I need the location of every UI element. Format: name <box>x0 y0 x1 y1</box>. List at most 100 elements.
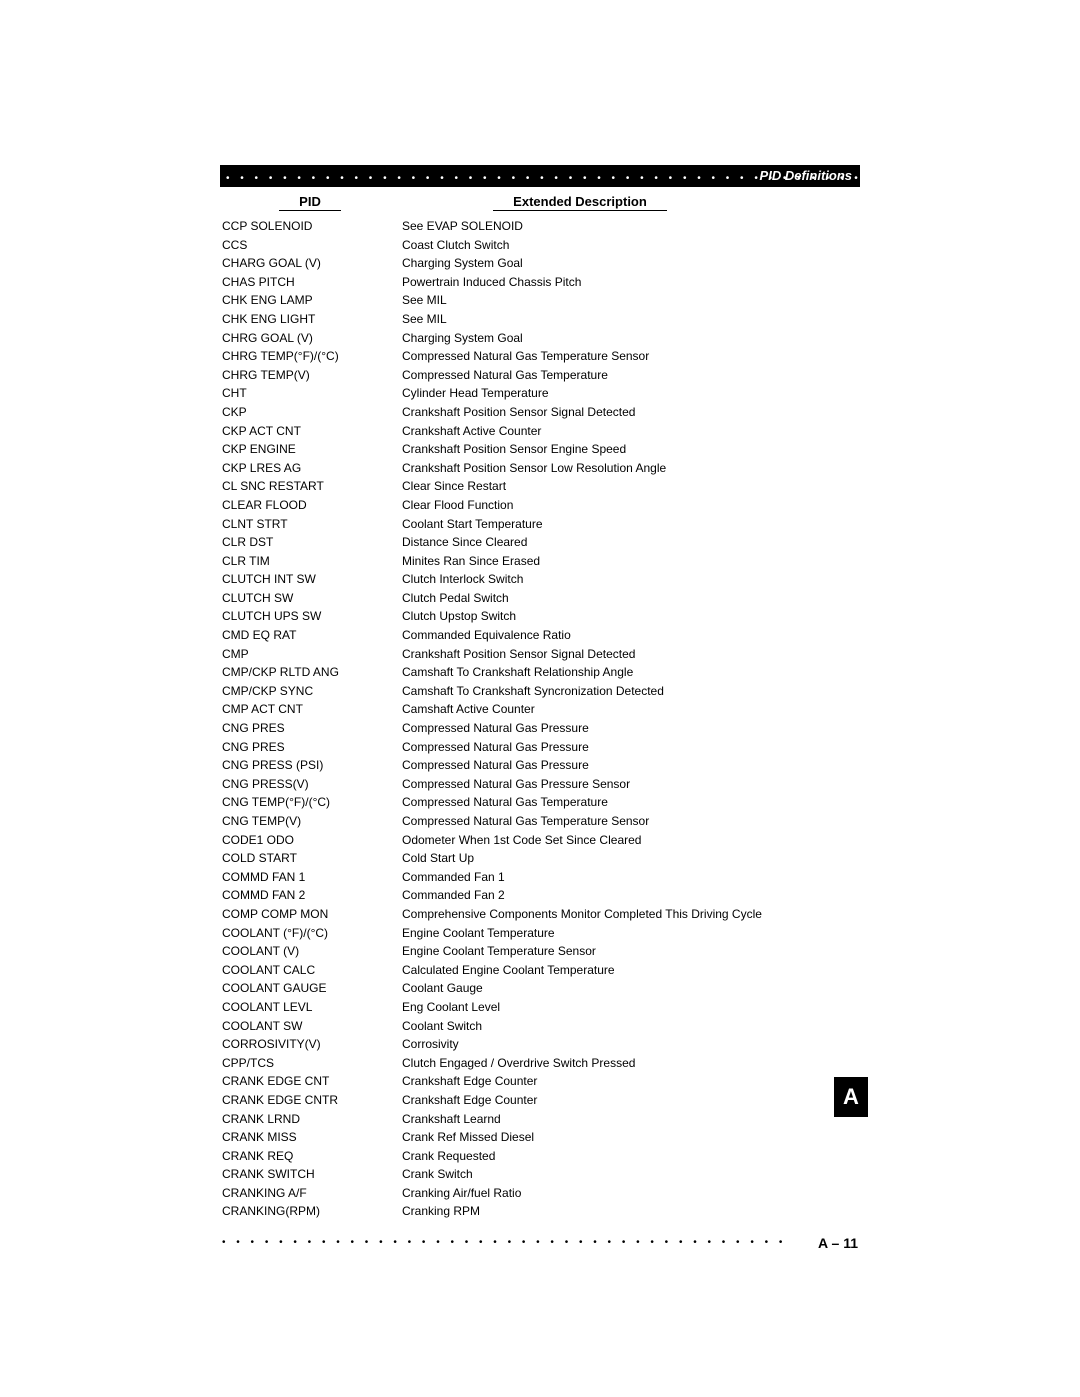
desc-cell: Clear Flood Function <box>400 496 860 515</box>
document-page: • • • • • • • • • • • • • • • • • • • • … <box>220 165 860 1255</box>
pid-cell: CHK ENG LAMP <box>220 291 400 310</box>
desc-cell: Compressed Natural Gas Temperature <box>400 793 860 812</box>
pid-cell: CLEAR FLOOD <box>220 496 400 515</box>
desc-cell: Crank Requested <box>400 1147 860 1166</box>
desc-cell: Camshaft To Crankshaft Relationship Angl… <box>400 663 860 682</box>
table-row: CHRG TEMP(°F)/(°C)Compressed Natural Gas… <box>220 347 860 366</box>
pid-cell: CRANK LRND <box>220 1110 400 1129</box>
pid-cell: CKP LRES AG <box>220 459 400 478</box>
desc-cell: Compressed Natural Gas Pressure <box>400 719 860 738</box>
table-row: CRANKING(RPM)Cranking RPM <box>220 1202 860 1221</box>
pid-cell: COOLANT LEVL <box>220 998 400 1017</box>
table-row: CLR DSTDistance Since Cleared <box>220 533 860 552</box>
definition-table: CCP SOLENOIDSee EVAP SOLENOIDCCSCoast Cl… <box>220 217 860 1221</box>
desc-cell: See MIL <box>400 310 860 329</box>
table-row: COOLANT LEVLEng Coolant Level <box>220 998 860 1017</box>
table-row: CRANK LRNDCrankshaft Learnd <box>220 1110 860 1129</box>
desc-cell: Clutch Upstop Switch <box>400 607 860 626</box>
desc-cell: Clear Since Restart <box>400 477 860 496</box>
pid-cell: CCP SOLENOID <box>220 217 400 236</box>
footer-dot-leader: • • • • • • • • • • • • • • • • • • • • … <box>222 1237 782 1248</box>
pid-cell: CRANK REQ <box>220 1147 400 1166</box>
section-title: PID Definitions <box>760 168 852 183</box>
desc-cell: Cranking RPM <box>400 1202 860 1221</box>
desc-cell: Crankshaft Edge Counter <box>400 1072 860 1091</box>
desc-cell: Compressed Natural Gas Pressure <box>400 756 860 775</box>
table-row: COMMD FAN 2Commanded Fan 2 <box>220 886 860 905</box>
table-row: CMD EQ RATCommanded Equivalence Ratio <box>220 626 860 645</box>
desc-cell: Odometer When 1st Code Set Since Cleared <box>400 831 860 850</box>
desc-cell: Coolant Switch <box>400 1017 860 1036</box>
pid-cell: CMD EQ RAT <box>220 626 400 645</box>
pid-cell: CRANKING(RPM) <box>220 1202 400 1221</box>
pid-cell: COOLANT CALC <box>220 961 400 980</box>
desc-cell: Charging System Goal <box>400 329 860 348</box>
pid-cell: CKP ACT CNT <box>220 422 400 441</box>
pid-cell: CL SNC RESTART <box>220 477 400 496</box>
table-row: CMP/CKP RLTD ANGCamshaft To Crankshaft R… <box>220 663 860 682</box>
pid-cell: CHAS PITCH <box>220 273 400 292</box>
table-row: CNG PRESS (PSI)Compressed Natural Gas Pr… <box>220 756 860 775</box>
desc-cell: Powertrain Induced Chassis Pitch <box>400 273 860 292</box>
desc-cell: Engine Coolant Temperature <box>400 924 860 943</box>
desc-cell: Commanded Fan 2 <box>400 886 860 905</box>
desc-cell: See MIL <box>400 291 860 310</box>
desc-cell: Camshaft Active Counter <box>400 700 860 719</box>
pid-cell: CNG TEMP(°F)/(°C) <box>220 793 400 812</box>
pid-cell: CNG PRESS(V) <box>220 775 400 794</box>
table-row: COLD STARTCold Start Up <box>220 849 860 868</box>
desc-cell: See EVAP SOLENOID <box>400 217 860 236</box>
table-row: CRANK EDGE CNTRCrankshaft Edge Counter <box>220 1091 860 1110</box>
table-row: CKPCrankshaft Position Sensor Signal Det… <box>220 403 860 422</box>
desc-cell: Compressed Natural Gas Temperature <box>400 366 860 385</box>
desc-cell: Crankshaft Position Sensor Signal Detect… <box>400 645 860 664</box>
pid-cell: CMP <box>220 645 400 664</box>
desc-cell: Crank Ref Missed Diesel <box>400 1128 860 1147</box>
pid-cell: CRANK MISS <box>220 1128 400 1147</box>
desc-cell: Engine Coolant Temperature Sensor <box>400 942 860 961</box>
desc-cell: Crankshaft Active Counter <box>400 422 860 441</box>
pid-cell: CCS <box>220 236 400 255</box>
pid-cell: CNG PRES <box>220 719 400 738</box>
pid-cell: CKP ENGINE <box>220 440 400 459</box>
table-row: CLNT STRTCoolant Start Temperature <box>220 515 860 534</box>
section-tab: A <box>834 1077 868 1117</box>
desc-cell: Cranking Air/fuel Ratio <box>400 1184 860 1203</box>
desc-cell: Coast Clutch Switch <box>400 236 860 255</box>
table-row: COMMD FAN 1Commanded Fan 1 <box>220 868 860 887</box>
pid-cell: COMP COMP MON <box>220 905 400 924</box>
col-header-pid: PID <box>279 194 341 211</box>
desc-cell: Crankshaft Learnd <box>400 1110 860 1129</box>
column-headers: PID Extended Description <box>220 193 860 213</box>
desc-cell: Compressed Natural Gas Pressure <box>400 738 860 757</box>
table-row: CCP SOLENOIDSee EVAP SOLENOID <box>220 217 860 236</box>
table-row: CMP ACT CNTCamshaft Active Counter <box>220 700 860 719</box>
desc-cell: Crankshaft Edge Counter <box>400 1091 860 1110</box>
table-row: CODE1 ODOOdometer When 1st Code Set Sinc… <box>220 831 860 850</box>
table-row: COOLANT SWCoolant Switch <box>220 1017 860 1036</box>
desc-cell: Corrosivity <box>400 1035 860 1054</box>
pid-cell: CKP <box>220 403 400 422</box>
table-row: CNG TEMP(°F)/(°C)Compressed Natural Gas … <box>220 793 860 812</box>
table-row: CRANK REQCrank Requested <box>220 1147 860 1166</box>
col-header-desc: Extended Description <box>493 194 667 211</box>
table-row: CMP/CKP SYNCCamshaft To Crankshaft Syncr… <box>220 682 860 701</box>
desc-cell: Clutch Engaged / Overdrive Switch Presse… <box>400 1054 860 1073</box>
pid-cell: CHRG TEMP(°F)/(°C) <box>220 347 400 366</box>
desc-cell: Crankshaft Position Sensor Signal Detect… <box>400 403 860 422</box>
page-footer: • • • • • • • • • • • • • • • • • • • • … <box>220 1235 860 1255</box>
table-row: CLR TIMMinites Ran Since Erased <box>220 552 860 571</box>
table-row: CRANK SWITCHCrank Switch <box>220 1165 860 1184</box>
pid-cell: CLUTCH UPS SW <box>220 607 400 626</box>
pid-cell: CLUTCH INT SW <box>220 570 400 589</box>
desc-cell: Camshaft To Crankshaft Syncronization De… <box>400 682 860 701</box>
desc-cell: Clutch Pedal Switch <box>400 589 860 608</box>
table-row: CORROSIVITY(V)Corrosivity <box>220 1035 860 1054</box>
pid-cell: COOLANT GAUGE <box>220 979 400 998</box>
pid-cell: CMP/CKP RLTD ANG <box>220 663 400 682</box>
desc-cell: Compressed Natural Gas Temperature Senso… <box>400 347 860 366</box>
pid-cell: COOLANT SW <box>220 1017 400 1036</box>
pid-cell: COOLANT (V) <box>220 942 400 961</box>
pid-cell: CHT <box>220 384 400 403</box>
desc-cell: Coolant Gauge <box>400 979 860 998</box>
